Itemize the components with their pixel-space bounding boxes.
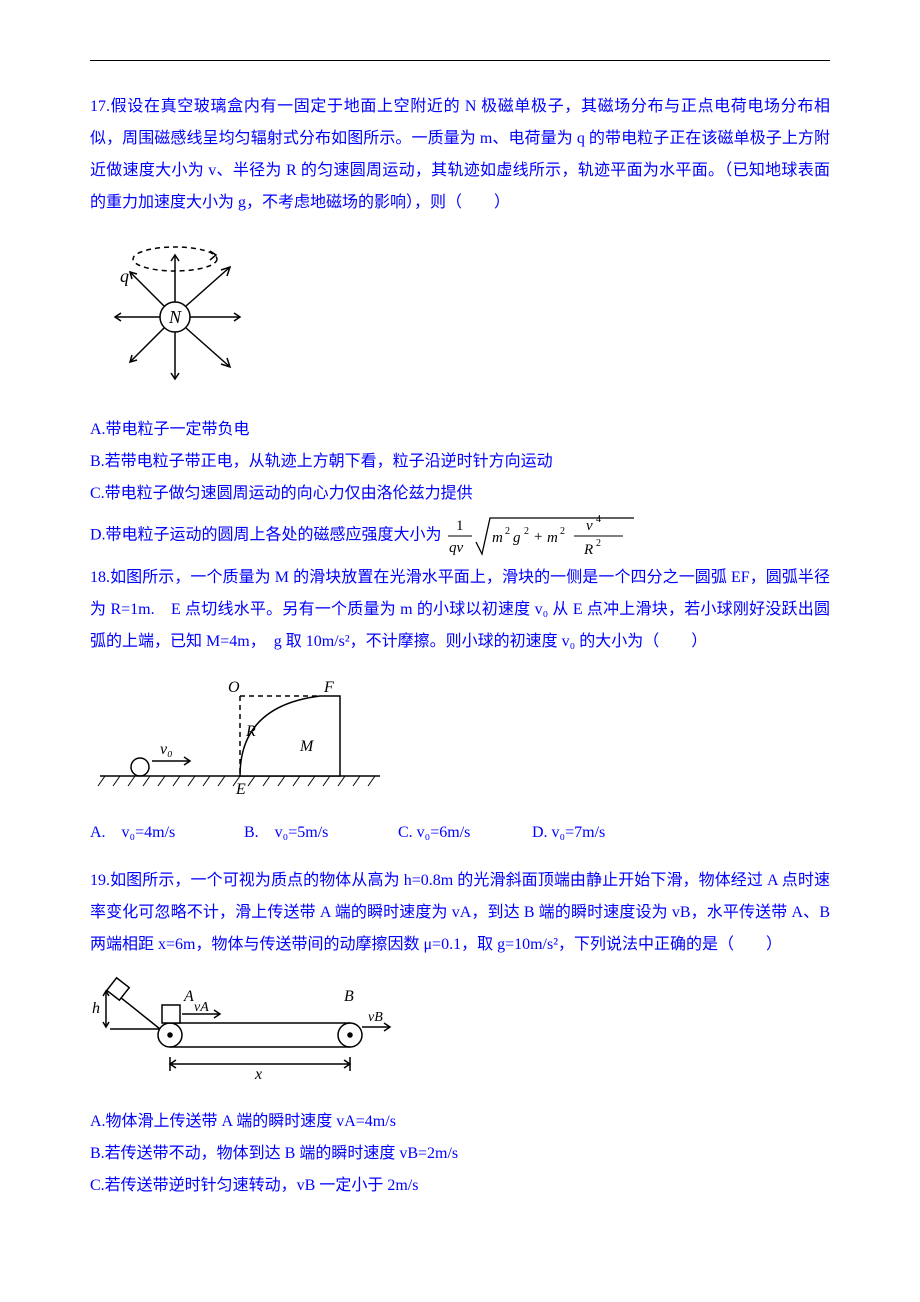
q19-label-h: h: [92, 1000, 100, 1017]
svg-text:4: 4: [596, 514, 601, 525]
svg-text:qv: qv: [449, 540, 464, 556]
q19-optC: C.若传送带逆时针匀速转动，vB 一定小于 2m/s: [90, 1170, 830, 1202]
q18-optB: B. v₀=5m/s: [244, 817, 394, 849]
q18-optA: A. v₀=4m/s: [90, 817, 240, 849]
q19-text: 19.如图所示，一个可视为质点的物体从高为 h=0.8m 的光滑斜面顶端由静止开…: [90, 865, 830, 961]
svg-text:+: +: [534, 529, 542, 545]
q17-optB: B.若带电粒子带正电，从轨迹上方朝下看，粒子沿逆时针方向运动: [90, 446, 830, 478]
q18-label-F: F: [323, 679, 334, 696]
svg-text:1: 1: [456, 518, 464, 534]
q18-label-E: E: [235, 781, 246, 796]
q19-label-A: A: [183, 988, 194, 1005]
q19-label-vB: vB: [368, 1010, 383, 1025]
q17-figure-N: N: [168, 307, 182, 327]
q18-options: A. v₀=4m/s B. v₀=5m/s C. v₀=6m/s D. v₀=7…: [90, 817, 830, 849]
q18-optC: C. v₀=6m/s: [398, 817, 528, 849]
svg-text:m: m: [547, 530, 558, 546]
svg-text:R: R: [583, 542, 593, 558]
q17-optD: D.带电粒子运动的圆周上各处的磁感应强度大小为 1 qv m2 g2 + m2 …: [90, 510, 830, 562]
q17-optC: C.带电粒子做匀速圆周运动的向心力仅由洛伦兹力提供: [90, 478, 830, 510]
svg-text:v: v: [586, 518, 593, 534]
q18-figure: v₀ O F R M E: [90, 666, 830, 801]
q18-label-v0: v₀: [160, 741, 173, 758]
q19-options: A.物体滑上传送带 A 端的瞬时速度 vA=4m/s B.若传送带不动，物体到达…: [90, 1106, 830, 1202]
q18-optD: D. v₀=7m/s: [532, 817, 605, 849]
q17-text: 17.假设在真空玻璃盒内有一固定于地面上空附近的 N 极磁单极子，其磁场分布与正…: [90, 91, 830, 219]
svg-text:2: 2: [524, 526, 529, 537]
q19-figure: h A B vA vB x: [90, 969, 830, 1094]
q17-options: A.带电粒子一定带负电 B.若带电粒子带正电，从轨迹上方朝下看，粒子沿逆时针方向…: [90, 414, 830, 562]
q19-optA: A.物体滑上传送带 A 端的瞬时速度 vA=4m/s: [90, 1106, 830, 1138]
q19-label-B: B: [344, 988, 354, 1005]
q19-label-vA: vA: [194, 1000, 209, 1015]
svg-text:2: 2: [596, 538, 601, 549]
svg-text:g: g: [513, 530, 521, 546]
q18-text: 18.如图所示，一个质量为 M 的滑块放置在光滑水平面上，滑块的一侧是一个四分之…: [90, 562, 830, 658]
svg-text:2: 2: [560, 526, 565, 537]
q17-optA: A.带电粒子一定带负电: [90, 414, 830, 446]
q18-label-R: R: [245, 723, 256, 740]
svg-text:2: 2: [505, 526, 510, 537]
q19-label-x: x: [254, 1066, 262, 1083]
q17-figure: q N: [90, 227, 830, 402]
top-rule: [90, 60, 830, 61]
q19-optB: B.若传送带不动，物体到达 B 端的瞬时速度 vB=2m/s: [90, 1138, 830, 1170]
svg-text:m: m: [492, 530, 503, 546]
q17-optD-prefix: D.带电粒子运动的圆周上各处的磁感应强度大小为: [90, 527, 442, 544]
q17-figure-q: q: [120, 266, 129, 286]
q18-label-O: O: [228, 679, 240, 696]
q18-label-M: M: [299, 738, 315, 755]
q17-formula: 1 qv m2 g2 + m2 v4 R2: [446, 510, 636, 562]
